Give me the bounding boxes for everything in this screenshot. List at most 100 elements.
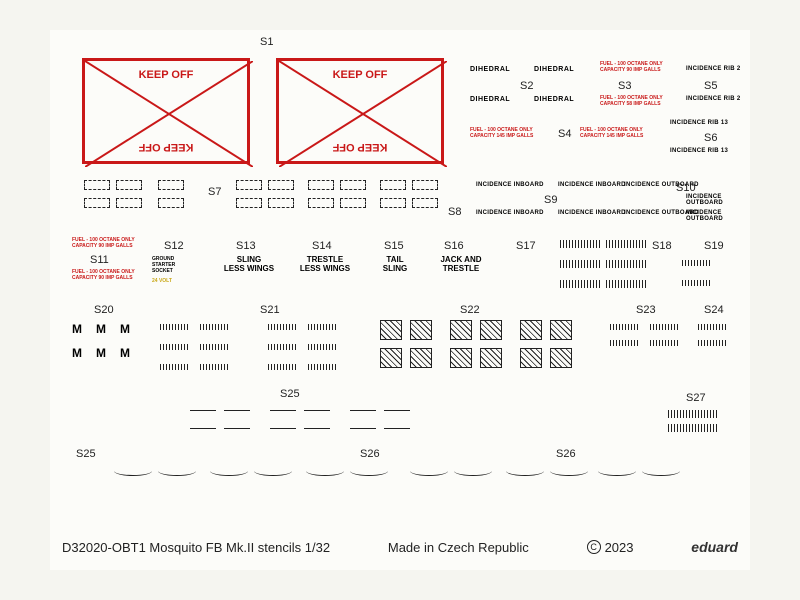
incid-rib13-a: INCIDENCE RIB 13	[670, 120, 728, 126]
hatch-box	[520, 320, 542, 340]
hatch-box	[450, 320, 472, 340]
small-box	[380, 198, 406, 208]
label-s2: S2	[520, 80, 533, 92]
label-s1: S1	[260, 36, 273, 48]
tiny-stencil	[560, 240, 600, 248]
part-number: D32020-OBT1 Mosquito FB Mk.II stencils 1…	[62, 540, 330, 555]
dash-mark	[270, 410, 296, 416]
keepoff-top: KEEP OFF	[85, 69, 247, 81]
label-s9: S9	[544, 194, 557, 206]
m-3: M	[120, 322, 130, 336]
label-s7: S7	[208, 186, 221, 198]
label-s17: S17	[516, 240, 536, 252]
label-s23: S23	[636, 304, 656, 316]
curve-mark	[506, 466, 544, 476]
curve-mark	[454, 466, 492, 476]
fuel-s4a: FUEL - 100 OCTANE ONLY CAPACITY 145 IMP …	[470, 128, 533, 139]
incid-rib13-b: INCIDENCE RIB 13	[670, 148, 728, 154]
tiny-stencil	[682, 280, 712, 286]
dihedral-3: DIHEDRAL	[470, 96, 510, 103]
tiny-stencil	[606, 240, 646, 248]
year: 2023	[605, 540, 634, 555]
hatch-box	[480, 348, 502, 368]
label-s21: S21	[260, 304, 280, 316]
hatch-box	[410, 320, 432, 340]
copyright-icon: C	[587, 540, 601, 554]
keepoff-bottom: KEEP OFF	[279, 141, 441, 153]
curve-mark	[210, 466, 248, 476]
dash-mark	[190, 410, 216, 416]
tiny-stencil	[610, 324, 640, 330]
tiny-stencil	[160, 344, 190, 350]
hatch-box	[380, 348, 402, 368]
label-s5: S5	[704, 80, 717, 92]
small-box	[84, 198, 110, 208]
small-box	[308, 180, 334, 190]
tiny-stencil	[668, 410, 718, 418]
label-s13: S13	[236, 240, 256, 252]
hatch-box	[450, 348, 472, 368]
tiny-stencil	[268, 364, 298, 370]
trestle-less: TRESTLE LESS WINGS	[288, 256, 362, 274]
label-s15: S15	[384, 240, 404, 252]
incid-in-1: INCIDENCE INBOARD	[476, 182, 544, 188]
incid-rib2-a: INCIDENCE RIB 2	[686, 66, 741, 72]
label-s16: S16	[444, 240, 464, 252]
small-box	[116, 198, 142, 208]
curve-mark	[350, 466, 388, 476]
incid-in-2: INCIDENCE INBOARD	[558, 182, 626, 188]
label-s14: S14	[312, 240, 332, 252]
curve-mark	[158, 466, 196, 476]
tiny-stencil	[606, 280, 646, 288]
small-box	[236, 180, 262, 190]
hatch-box	[550, 348, 572, 368]
fuel-s11a: FUEL - 100 OCTANE ONLY CAPACITY 90 IMP G…	[72, 238, 135, 249]
label-s27: S27	[686, 392, 706, 404]
dash-mark	[304, 428, 330, 434]
label-s10: S10	[676, 182, 696, 194]
keepoff-box-2: KEEP OFF KEEP OFF	[276, 58, 444, 164]
curve-mark	[254, 466, 292, 476]
small-box	[380, 180, 406, 190]
small-box	[268, 198, 294, 208]
hatch-box	[520, 348, 542, 368]
keepoff-bottom: KEEP OFF	[85, 141, 247, 153]
gnd-starter: GROUND STARTER SOCKET	[152, 256, 175, 274]
curve-mark	[306, 466, 344, 476]
label-s26a: S26	[360, 448, 380, 460]
hatch-box	[380, 320, 402, 340]
tiny-stencil	[560, 260, 600, 268]
curve-mark	[642, 466, 680, 476]
dash-mark	[190, 428, 216, 434]
tiny-stencil	[698, 340, 728, 346]
jack-trestle: JACK AND TRESTLE	[426, 256, 496, 274]
dash-mark	[270, 428, 296, 434]
curve-mark	[114, 466, 152, 476]
incid-in-3: INCIDENCE INBOARD	[476, 210, 544, 216]
tiny-stencil	[606, 260, 646, 268]
small-box	[308, 198, 334, 208]
small-box	[340, 198, 366, 208]
tiny-stencil	[160, 324, 190, 330]
curve-mark	[410, 466, 448, 476]
label-s20: S20	[94, 304, 114, 316]
m-5: M	[96, 346, 106, 360]
small-box	[268, 180, 294, 190]
m-1: M	[72, 322, 82, 336]
tiny-stencil	[650, 324, 680, 330]
volt-label: 24 VOLT	[152, 278, 172, 284]
curve-mark	[550, 466, 588, 476]
small-box	[158, 180, 184, 190]
sling-less: SLING LESS WINGS	[214, 256, 284, 274]
small-box	[84, 180, 110, 190]
small-box	[116, 180, 142, 190]
tail-sling: TAIL SLING	[368, 256, 422, 274]
label-s26b: S26	[556, 448, 576, 460]
label-s8: S8	[448, 206, 461, 218]
dash-mark	[224, 428, 250, 434]
curve-mark	[598, 466, 636, 476]
incid-in-4: INCIDENCE INBOARD	[558, 210, 626, 216]
tiny-stencil	[200, 344, 230, 350]
tiny-stencil	[160, 364, 190, 370]
dash-mark	[350, 410, 376, 416]
